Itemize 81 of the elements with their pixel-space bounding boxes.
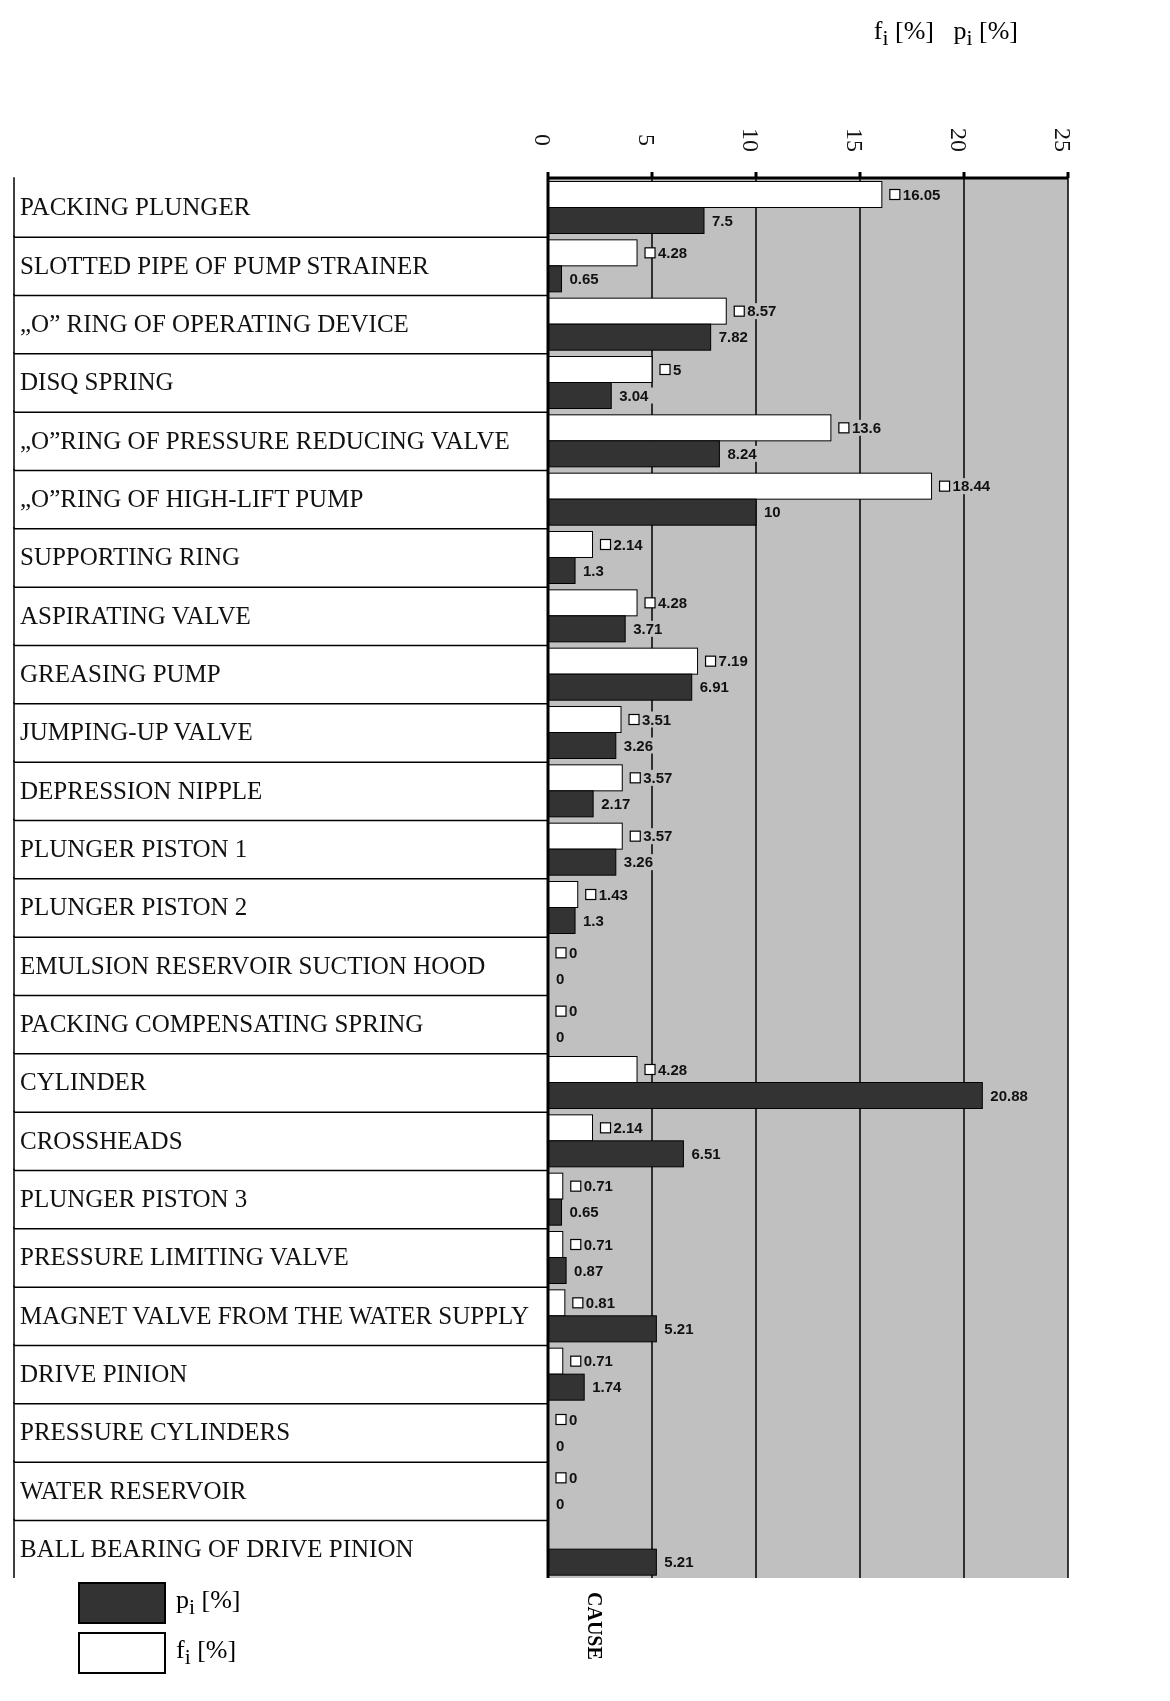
data-label: 7.5: [712, 211, 733, 229]
x-tick-label: 25: [1049, 128, 1076, 152]
data-label: 0: [556, 969, 565, 987]
data-label: 1.43: [598, 885, 628, 903]
data-label: 5: [673, 360, 682, 378]
y-tick-label: „O”RING OF PRESSURE REDUCING VALVE: [20, 426, 510, 454]
y-tick-label: WATER RESERVOIR: [20, 1476, 247, 1504]
data-label: 0: [556, 1436, 565, 1454]
y-tick-label: PRESSURE LIMITING VALVE: [20, 1243, 349, 1271]
data-label: 0: [556, 1028, 565, 1046]
x-tick-label: 20: [945, 128, 972, 152]
y-tick-label: MAGNET VALVE FROM THE WATER SUPPLY: [20, 1301, 529, 1329]
y-tick-label: PACKING COMPENSATING SPRING: [20, 1009, 424, 1037]
data-label: 3.51: [642, 710, 672, 728]
data-label: 7.19: [718, 652, 748, 670]
data-label: 1.74: [592, 1378, 623, 1396]
data-label: 3.04: [619, 386, 650, 404]
data-label: 5.21: [664, 1319, 694, 1337]
y-tick-label: „O”RING OF HIGH-LIFT PUMP: [20, 484, 364, 512]
data-label: 2.17: [601, 794, 631, 812]
data-label: 5.21: [664, 1553, 694, 1571]
y-tick-label: GREASING PUMP: [20, 659, 221, 687]
y-tick-label: JUMPING-UP VALVE: [20, 718, 253, 746]
data-label: 0.81: [585, 1293, 616, 1311]
data-label: 3.57: [643, 827, 673, 845]
data-label: 18.44: [952, 477, 991, 495]
data-label: 6.91: [699, 678, 729, 696]
data-label: 8.57: [747, 302, 777, 320]
legend-label: f$_{i}$ [%]: [176, 1635, 237, 1671]
data-label: 20.88: [990, 1086, 1028, 1104]
legend-label: p$_{i}$ [%]: [176, 1585, 241, 1621]
y-tick-label: CYLINDER: [20, 1068, 147, 1096]
data-label: 1.3: [583, 911, 604, 929]
y-tick-label: BALL BEARING OF DRIVE PINION: [20, 1534, 414, 1562]
x-tick-label: 15: [841, 128, 868, 152]
data-label: 3.71: [633, 619, 663, 637]
data-label: 0: [569, 1002, 578, 1020]
data-label: 0: [569, 1468, 578, 1486]
data-label: 4.28: [658, 243, 688, 261]
y-tick-label: DRIVE PINION: [20, 1359, 188, 1387]
y-tick-label: SUPPORTING RING: [20, 543, 241, 571]
x-tick-label: 0: [529, 134, 556, 146]
data-label: 16.05: [902, 185, 941, 203]
y-tick-label: ASPIRATING VALVE: [20, 601, 251, 629]
data-label: 1.3: [583, 561, 604, 579]
data-label: 0: [556, 1494, 565, 1512]
y-tick-label: DEPRESSION NIPPLE: [20, 776, 263, 804]
y-tick-label: SLOTTED PIPE OF PUMP STRAINER: [20, 251, 430, 279]
data-label: 0: [569, 943, 578, 961]
y-tick-label: EMULSION RESERVOIR SUCTION HOOD: [20, 951, 486, 979]
data-label: 2.14: [613, 535, 644, 553]
x-tick-label: 10: [737, 128, 764, 152]
x-tick-label: 5: [633, 134, 660, 146]
data-label: 0: [569, 1410, 578, 1428]
y-tick-label: CROSSHEADS: [20, 1126, 183, 1154]
data-label: 0.71: [583, 1177, 613, 1195]
data-label: 4.28: [658, 593, 688, 611]
data-label: 3.57: [643, 768, 673, 786]
data-label: 0.71: [583, 1352, 613, 1370]
data-label: 4.28: [658, 1060, 688, 1078]
data-label: 0.65: [569, 269, 599, 287]
data-label: 10: [764, 503, 781, 521]
y-tick-label: PLUNGER PISTON 3: [20, 1184, 248, 1212]
y-tick-label: „O” RING OF OPERATING DEVICE: [20, 309, 409, 337]
data-label: 0.65: [569, 1203, 599, 1221]
data-label: 7.82: [718, 328, 748, 346]
y-tick-label: DISQ SPRING: [20, 368, 174, 396]
y-axis-title: CAUSE: [583, 1592, 606, 1662]
y-tick-label: PRESSURE CYLINDERS: [20, 1418, 291, 1446]
data-label: 0.71: [583, 1235, 613, 1253]
data-label: 0.87: [574, 1261, 604, 1279]
data-label: 13.6: [851, 418, 882, 436]
y-tick-label: PLUNGER PISTON 1: [20, 834, 248, 862]
data-label: 3.26: [623, 853, 654, 871]
y-tick-label: PACKING PLUNGER: [20, 193, 251, 221]
y-tick-label: PLUNGER PISTON 2: [20, 893, 248, 921]
data-label: 3.26: [623, 736, 654, 754]
data-label: 8.24: [727, 444, 758, 462]
data-label: 6.51: [691, 1144, 721, 1162]
data-label: 2.14: [613, 1118, 644, 1136]
x-axis-title: f$_{i}$ [%] p$_{i}$ [%]: [873, 16, 1018, 52]
